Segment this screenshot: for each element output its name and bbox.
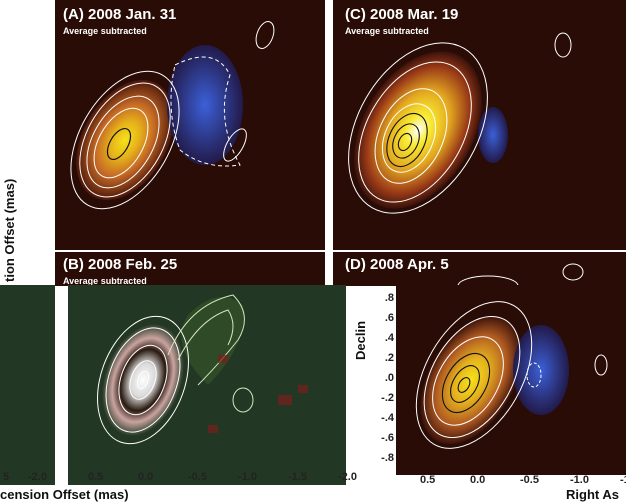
y-tick-label: 1.2 — [30, 254, 46, 266]
y-tick-label: 1.2 — [30, 15, 46, 27]
y-axis-label-top: tion Offset (mas) — [2, 178, 17, 282]
y-tick-label: .6 — [384, 312, 394, 324]
x-tick-label: 0.0 — [138, 471, 154, 483]
y-tick-label: .4 — [36, 95, 46, 107]
x-tick-label: -2.0 — [338, 471, 357, 483]
panel-a: (A) 2008 Jan. 31 Average subtracted — [55, 0, 325, 250]
y-tick-label: -.6 — [381, 432, 394, 444]
y-tick-label: .8 — [36, 55, 46, 67]
y-tick-label: .2 — [36, 115, 46, 127]
green-panel — [68, 285, 346, 485]
x-tick-label: -2.0 — [28, 471, 47, 483]
panel-d-title: (D) 2008 Apr. 5 — [345, 256, 449, 273]
x-axis-label-right: Right As — [566, 487, 619, 502]
y-tick-label: .0 — [36, 135, 46, 147]
panel-b: (B) 2008 Feb. 25 Average subtracted — [55, 252, 325, 286]
green-panel-image — [97, 294, 308, 445]
y-tick-label: -.4 — [30, 175, 43, 187]
y-tick-label: .2 — [384, 352, 394, 364]
panel-d-main — [396, 285, 626, 475]
panel-c-title: (C) 2008 Mar. 19 — [345, 6, 459, 23]
panel-b-subtitle: Average subtracted — [63, 276, 147, 286]
panel-c-image — [348, 32, 572, 214]
y-tick-label: 1.0 — [30, 272, 46, 284]
panel-a-title: (A) 2008 Jan. 31 — [63, 6, 177, 23]
y-tick-label: .0 — [384, 372, 394, 384]
x-tick-label: -0.5 — [520, 474, 539, 486]
panel-c: (C) 2008 Mar. 19 Average subtracted — [333, 0, 626, 250]
x-tick-label: -1.0 — [238, 471, 257, 483]
panel-c-subtitle: Average subtracted — [345, 26, 429, 36]
panel-a-image — [70, 21, 275, 210]
y-tick-label: -.8 — [30, 215, 43, 227]
x-axis-label-left: cension Offset (mas) — [0, 487, 129, 502]
y-tick-label: 1.0 — [30, 35, 46, 47]
x-tick-label: -1.5 — [288, 471, 307, 483]
x-tick-label: 5 — [3, 471, 10, 483]
panel-b-title: (B) 2008 Feb. 25 — [63, 256, 178, 273]
panel-a-subtitle: Average subtracted — [63, 26, 147, 36]
y-tick-label: -.8 — [381, 452, 394, 464]
y-tick-label: -.4 — [381, 412, 394, 424]
panel-d-image — [415, 301, 608, 449]
green-panel-left-sliver — [0, 285, 55, 485]
x-tick-label: 0.0 — [470, 474, 486, 486]
x-tick-label: -0.5 — [188, 471, 207, 483]
x-tick-label: -1.0 — [570, 474, 589, 486]
x-tick-label: 0.5 — [420, 474, 436, 486]
panel-d: (D) 2008 Apr. 5 — [333, 252, 626, 286]
y-tick-label: .4 — [384, 332, 394, 344]
x-tick-label: -1. — [620, 474, 626, 486]
y-tick-label: -.2 — [30, 155, 43, 167]
x-tick-label: 0.5 — [88, 471, 104, 483]
y-tick-label: -.6 — [30, 195, 43, 207]
y-tick-label: -.2 — [381, 392, 394, 404]
y-tick-label: .8 — [384, 292, 394, 304]
y-tick-label: .6 — [36, 75, 46, 87]
